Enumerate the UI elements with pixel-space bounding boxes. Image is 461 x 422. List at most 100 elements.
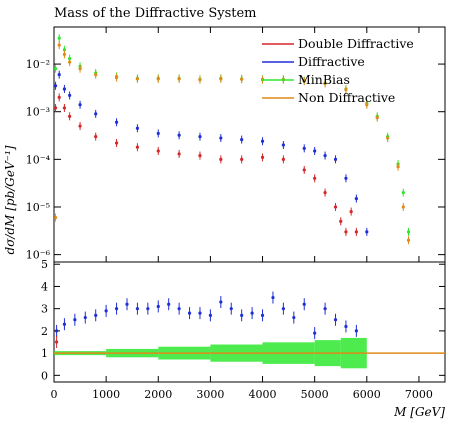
- data-point: [344, 230, 348, 234]
- ratio-point: [83, 315, 87, 320]
- data-point: [198, 78, 202, 82]
- main-plot-marks: [53, 34, 411, 245]
- main-plot-frame: [53, 26, 446, 263]
- y-tick-label-ratio: 0: [41, 369, 48, 382]
- y-tick-label-main: 10⁻²: [26, 58, 50, 71]
- data-point: [94, 112, 98, 116]
- data-point: [386, 136, 390, 140]
- data-point: [53, 84, 58, 88]
- ratio-point: [73, 318, 77, 322]
- data-point: [339, 219, 343, 223]
- data-point: [78, 124, 82, 128]
- data-point: [323, 153, 327, 158]
- data-point: [344, 88, 348, 92]
- chart-title: Mass of the Diffractive System: [54, 6, 257, 21]
- ratio-point: [156, 304, 160, 309]
- x-tick-label: 2000: [144, 388, 172, 401]
- data-point: [62, 48, 67, 52]
- data-point: [240, 157, 244, 161]
- data-point: [53, 106, 58, 110]
- data-point: [365, 230, 369, 234]
- ratio-point: [104, 309, 108, 313]
- x-tick-label: 7000: [405, 388, 433, 401]
- ratio-point: [198, 311, 202, 315]
- x-tick-label: 4000: [249, 388, 277, 401]
- data-point: [53, 215, 58, 220]
- ratio-point: [177, 307, 181, 311]
- data-point: [94, 135, 98, 139]
- ratio-point: [208, 313, 212, 317]
- data-point: [219, 157, 223, 161]
- ratio-point: [62, 322, 67, 326]
- data-point: [406, 238, 411, 242]
- data-point: [396, 165, 400, 169]
- data-point: [240, 137, 244, 142]
- data-point: [62, 106, 67, 110]
- x-tick-label: 3000: [196, 388, 224, 401]
- ratio-point: [292, 315, 296, 320]
- data-point: [281, 143, 285, 147]
- data-point: [323, 81, 327, 86]
- ratio-point: [302, 302, 306, 306]
- data-point: [135, 77, 140, 81]
- ratio-point: [240, 313, 244, 317]
- data-point: [57, 43, 61, 47]
- data-point: [349, 209, 353, 214]
- ratio-point: [55, 329, 59, 333]
- y-tick-label-ratio: 3: [41, 303, 48, 316]
- series-non-diffractive: [53, 41, 411, 245]
- data-point: [302, 79, 306, 83]
- data-point: [135, 126, 140, 130]
- data-point: [198, 135, 202, 139]
- data-point: [68, 60, 72, 64]
- data-point: [375, 116, 379, 120]
- data-point: [57, 73, 61, 77]
- data-point: [333, 157, 338, 161]
- data-point: [68, 93, 72, 97]
- ratio-point: [187, 311, 192, 315]
- ratio-plot-marks: [54, 291, 445, 369]
- ratio-point: [344, 324, 348, 329]
- data-point: [114, 75, 119, 80]
- ratio-point: [313, 331, 317, 335]
- axis-ticks: 0 1000 2000 3000 4000 5000 6000 7000 10⁻⁶ 10⁻⁵ 10⁻…: [26, 27, 445, 401]
- ratio-plot-frame: [53, 261, 446, 383]
- y-tick-label-ratio: 2: [41, 325, 48, 338]
- data-point: [177, 152, 181, 156]
- data-point: [401, 191, 405, 195]
- data-point: [94, 73, 98, 77]
- data-point: [365, 103, 369, 107]
- data-point: [333, 205, 338, 209]
- data-point: [57, 36, 61, 40]
- data-point: [240, 77, 244, 81]
- data-point: [219, 77, 223, 81]
- ratio-point: [55, 340, 59, 344]
- data-point: [135, 145, 140, 149]
- ratio-point: [281, 307, 285, 311]
- ratio-point: [250, 311, 254, 315]
- legend-label: Non Diffractive: [298, 90, 395, 105]
- legend: Double Diffractive Diffractive MinBias Non …: [262, 36, 414, 105]
- data-point: [354, 230, 358, 234]
- data-point: [177, 77, 181, 81]
- data-point: [53, 67, 58, 71]
- ratio-point: [135, 307, 140, 311]
- ratio-point: [167, 302, 171, 306]
- ratio-point: [219, 300, 223, 304]
- data-point: [78, 103, 82, 107]
- data-point: [57, 95, 61, 99]
- y-tick-label-ratio: 1: [41, 347, 48, 360]
- ratio-point: [229, 307, 233, 311]
- data-point: [260, 139, 265, 143]
- ratio-point: [323, 307, 327, 311]
- x-tick-label: 1000: [92, 388, 120, 401]
- data-point: [114, 120, 119, 124]
- ratio-point: [354, 329, 358, 333]
- y-tick-label-ratio: 5: [41, 258, 48, 271]
- ratio-point: [271, 295, 275, 300]
- ratio-point: [333, 318, 338, 322]
- data-point: [198, 153, 202, 158]
- data-point: [354, 196, 358, 201]
- data-point: [156, 77, 160, 81]
